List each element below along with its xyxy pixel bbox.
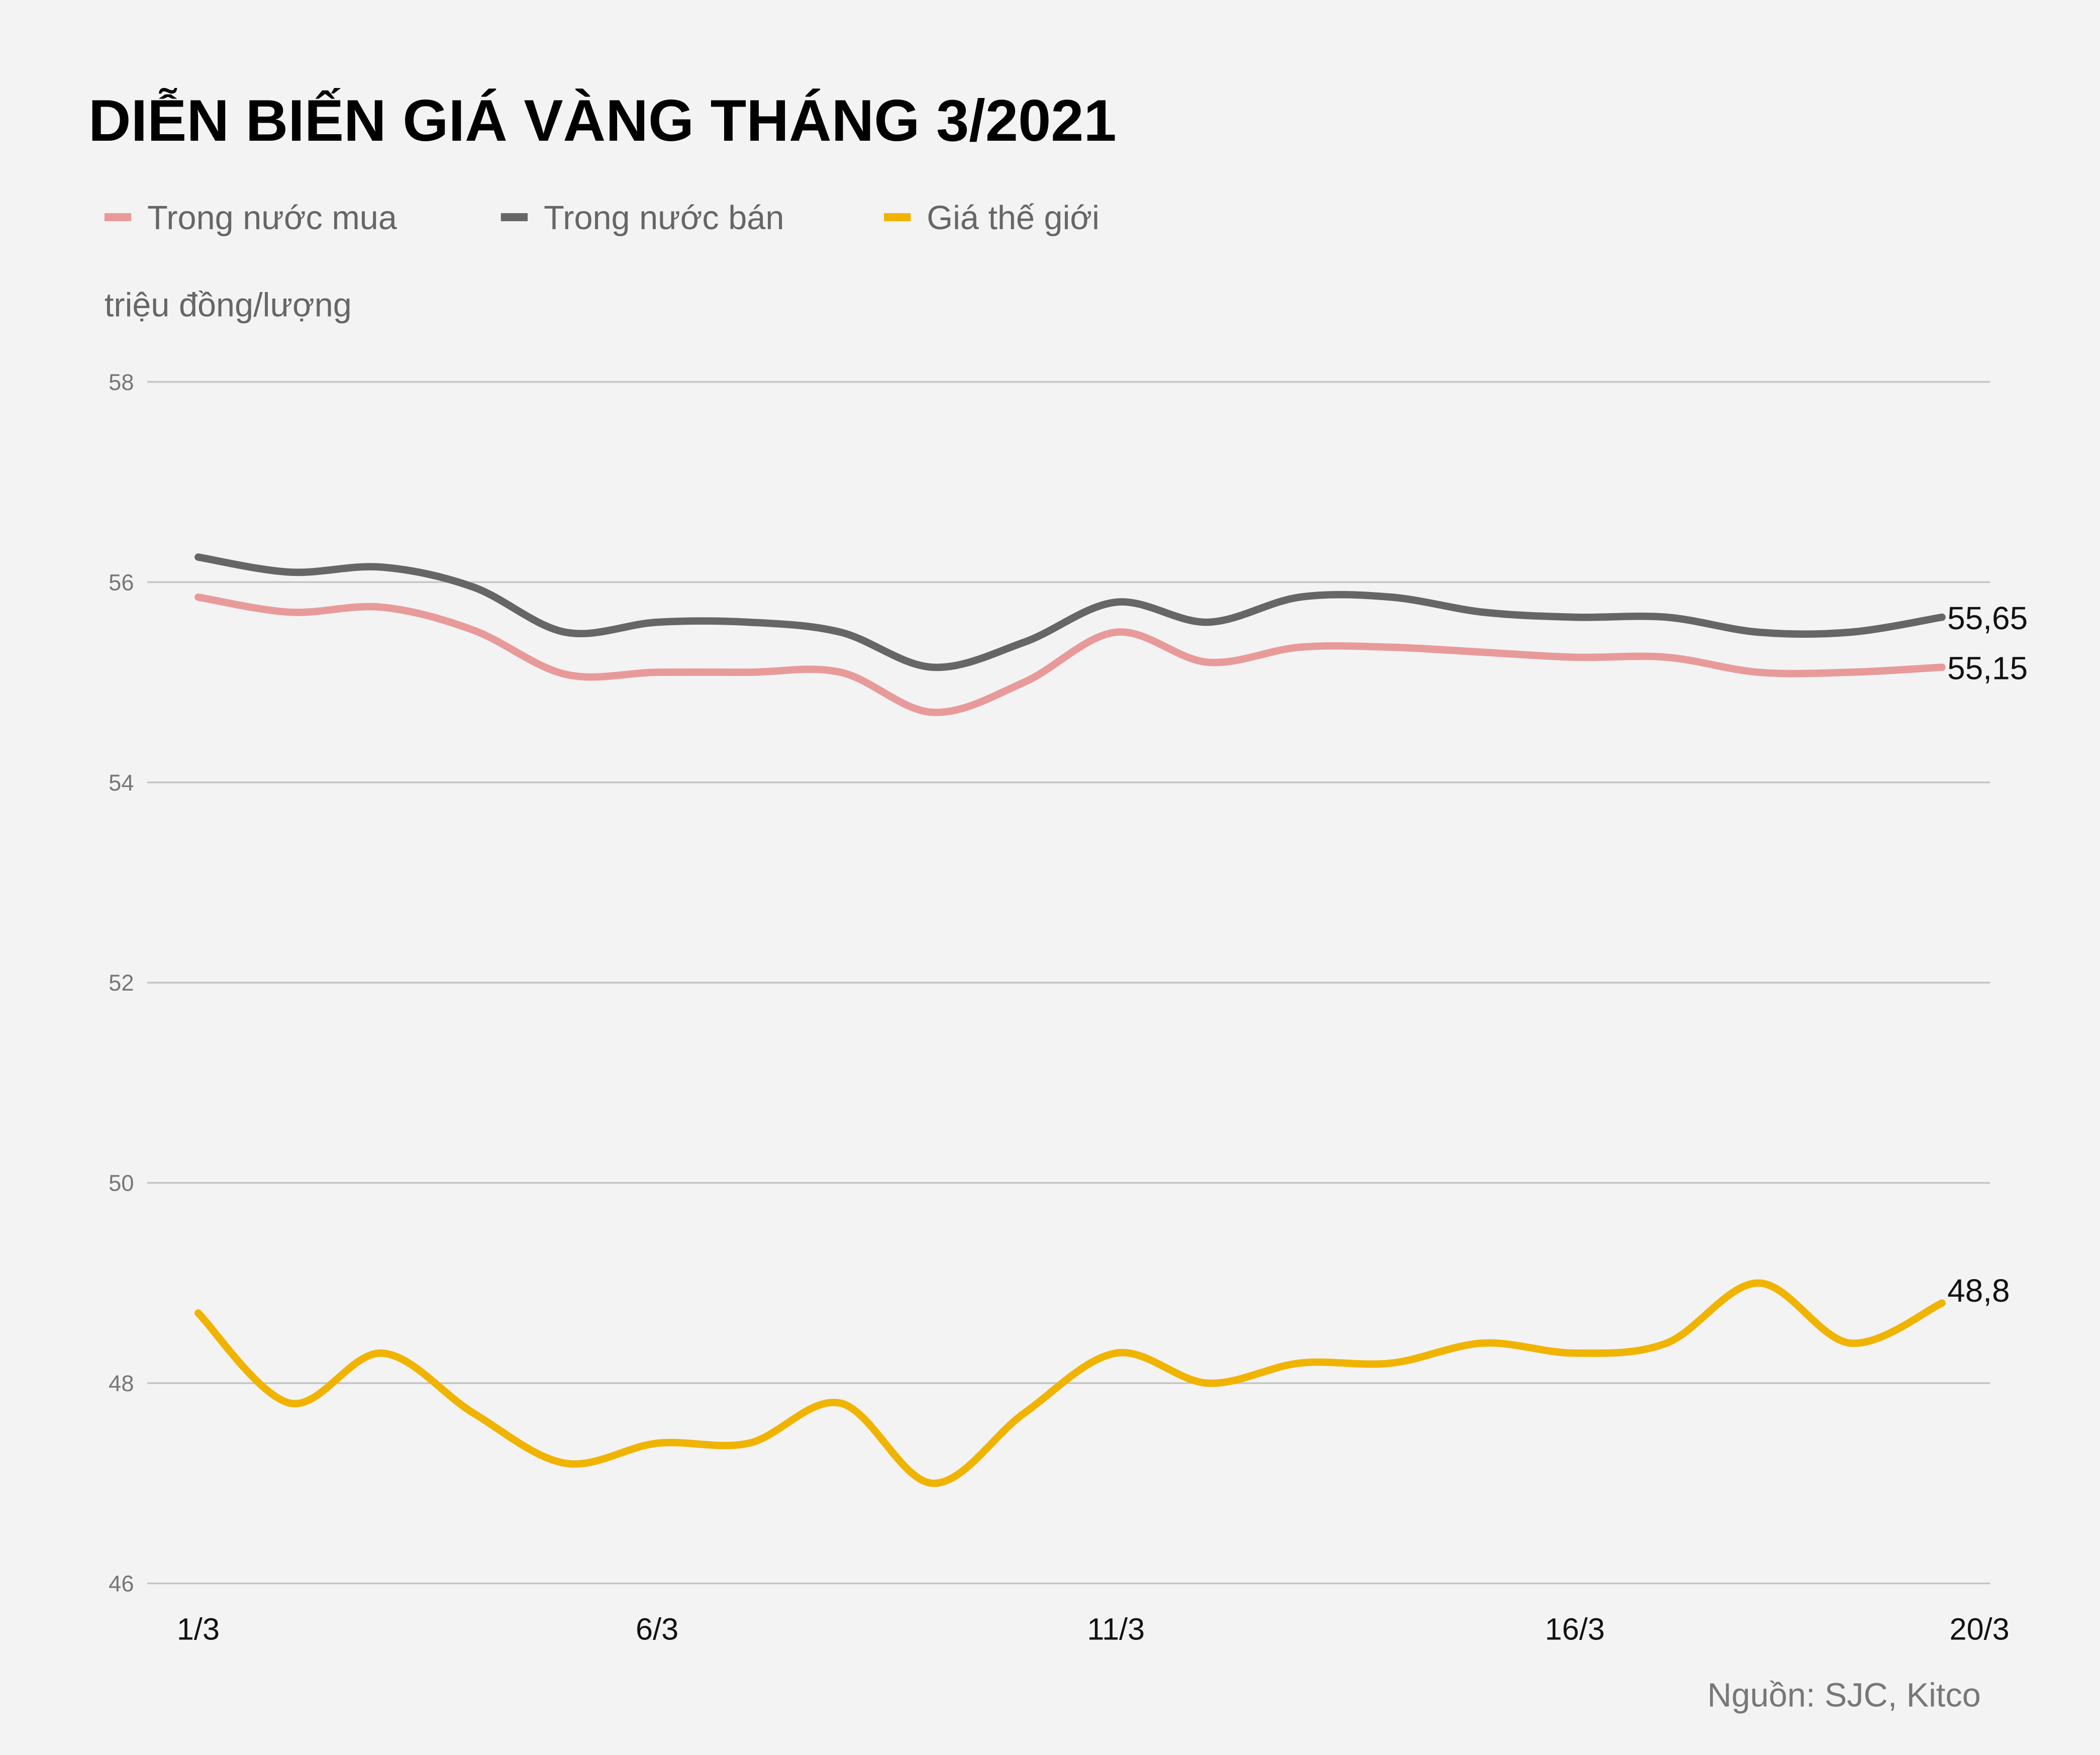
x-axis: 1/3 6/3 11/3 16/3 20/3	[177, 1612, 2010, 1646]
y-axis-unit-label: triệu đồng/lượng	[105, 286, 352, 324]
y-tick-label: 46	[109, 1571, 134, 1597]
legend-label: Giá thế giới	[927, 200, 1099, 237]
chart-title: DIỄN BIẾN GIÁ VÀNG THÁNG 3/2021	[88, 87, 1117, 153]
legend-label: Trong nước bán	[544, 200, 784, 237]
end-labels: 55,15 55,65 48,8	[1947, 600, 2028, 1309]
legend-item: Trong nước bán	[501, 200, 784, 237]
series-line-2	[194, 553, 1946, 671]
end-value-label: 48,8	[1947, 1273, 2010, 1309]
legend: Trong nước mua Trong nước bán Giá thế giới	[104, 200, 1099, 237]
legend-label: Trong nước mua	[147, 200, 397, 237]
x-tick-label: 20/3	[1949, 1612, 2009, 1646]
end-value-label: 55,15	[1947, 650, 2028, 687]
y-tick-label: 50	[109, 1171, 134, 1196]
y-tick-label: 52	[109, 970, 134, 996]
y-tick-label: 54	[109, 770, 134, 796]
gridlines	[147, 381, 1990, 1585]
x-tick-label: 1/3	[177, 1612, 220, 1646]
y-tick-label: 58	[109, 369, 134, 395]
x-tick-label: 16/3	[1545, 1612, 1605, 1646]
x-tick-label: 11/3	[1087, 1612, 1145, 1646]
series-line-1	[194, 593, 1946, 716]
x-tick-label: 6/3	[636, 1612, 678, 1646]
source-note: Nguồn: SJC, Kitco	[1708, 1677, 1981, 1714]
y-axis: 46 48 50 52 54 56 58	[109, 369, 134, 1597]
y-tick-label: 48	[109, 1371, 134, 1396]
legend-item: Trong nước mua	[104, 200, 397, 237]
series-line-3	[194, 1279, 1946, 1487]
y-tick-label: 56	[109, 569, 134, 595]
legend-item: Giá thế giới	[884, 200, 1099, 237]
end-value-label: 55,65	[1947, 600, 2028, 636]
series-lines	[194, 553, 1946, 1487]
